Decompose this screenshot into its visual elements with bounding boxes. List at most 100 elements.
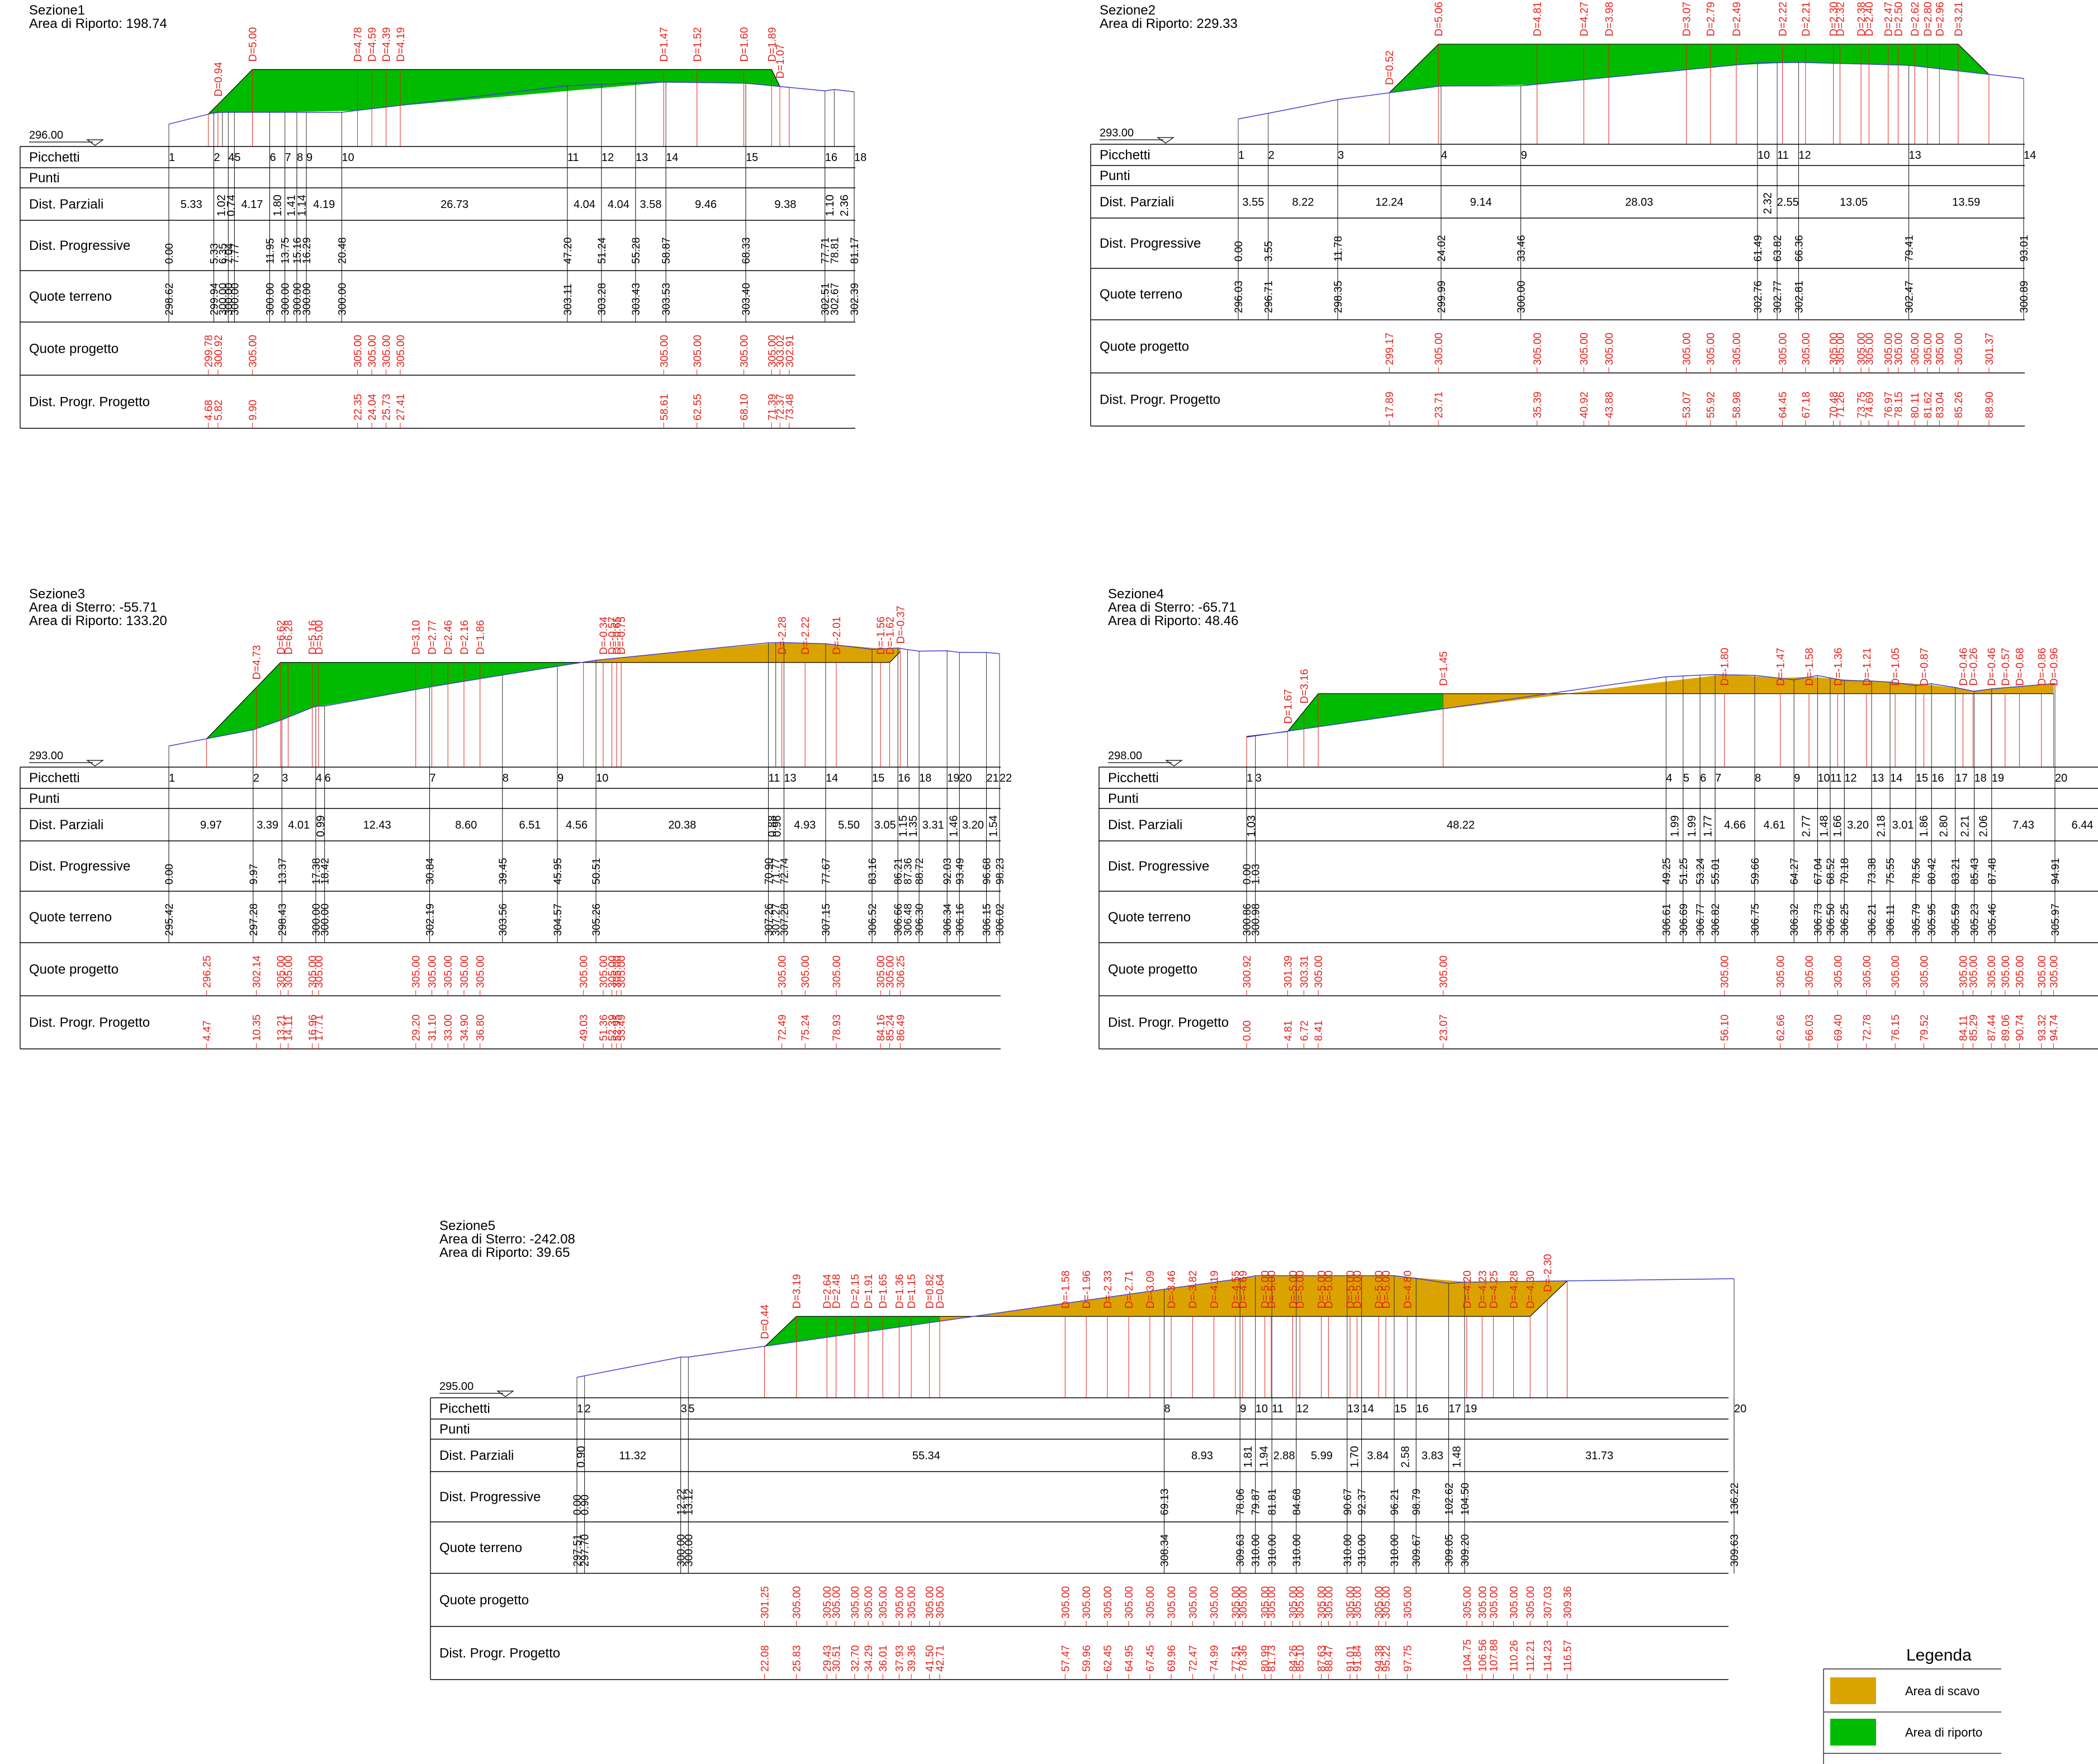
dist-progr-progetto: 88.47 [1323,1645,1335,1672]
dist-progr-progetto: 4.47 [202,1020,214,1041]
quota-terreno: 302.81 [1793,281,1805,313]
row-label: Quote progetto [1108,962,1197,977]
quota-progetto: 305.00 [1986,956,1998,988]
datum-label: 293.00 [29,750,63,762]
dist-progressiva: 0.00 [164,864,176,885]
dist-progressiva: 55.01 [1710,858,1722,885]
delta-label: D=5.00 [248,27,259,62]
delta-label: D=-2.71 [1124,1270,1135,1308]
quota-progetto: 305.00 [1352,1586,1364,1619]
quota-terreno: 299.99 [1436,281,1448,313]
row-label: Punti [1108,791,1139,806]
row-label: Quote terreno [29,910,112,925]
quota-terreno: 306.32 [1789,904,1801,936]
earthwork-area [357,69,372,111]
picchetto-label: 14 [2024,149,2036,162]
picchetto-label: 16 [825,152,837,164]
quota-progetto: 305.00 [1266,1586,1278,1619]
dist-parziale: 1.94 [1258,1446,1270,1468]
quota-terreno: 302.39 [849,283,861,315]
quota-terreno: 298.35 [1333,281,1344,313]
dist-parziale: 5.33 [181,198,202,211]
picchetto-label: 8 [297,152,303,164]
dist-progressiva: 66.36 [1793,235,1805,262]
dist-parziale: 13.05 [1840,196,1868,209]
dist-progressiva: 12.22 [676,1488,688,1515]
quota-progetto: 305.00 [1230,1586,1242,1619]
row-label: Quote progetto [439,1593,529,1608]
picchetto-label: 3 [282,772,288,784]
dist-parziale: 4.19 [313,198,335,211]
section-title: Sezione4 [1108,587,1164,602]
dist-parziale: 1.41 [285,195,297,216]
quota-progetto: 305.00 [2048,956,2060,988]
delta-label: D=-4.19 [1209,1270,1221,1308]
dist-progr-progetto: 66.03 [1804,1014,1816,1041]
quota-progetto: 305.00 [1124,1586,1135,1619]
quota-progetto: 301.39 [1282,956,1294,988]
dist-progr-progetto: 97.75 [1402,1645,1414,1672]
quota-progetto: 305.00 [1604,333,1616,365]
dist-progr-progetto: 56.10 [1720,1014,1731,1041]
quota-terreno: 306.50 [1825,904,1837,936]
delta-label: D=4.19 [395,27,407,62]
picchetto-label: 4 [1666,772,1672,784]
earthwork-area [1805,44,1834,64]
quota-terreno: 306.02 [994,904,1006,936]
dist-progr-progetto: 51.36 [598,1014,610,1041]
quota-progetto: 305.00 [831,1586,843,1619]
delta-label: D=-0.37 [895,606,907,644]
dist-parziale: 2.80 [1938,815,1950,837]
row-label: Dist. Progr. Progetto [29,1015,150,1030]
dist-progressiva: 78.56 [1911,858,1922,885]
row-label: Dist. Progressive [1100,236,1201,251]
delta-label: D=-0.34 [598,616,610,655]
quota-progetto: 300.92 [213,335,225,367]
quota-progetto: 305.00 [1778,333,1789,365]
delta-label: D=1.15 [906,1274,918,1309]
delta-label: D=1.47 [659,27,670,62]
dist-progressiva: 0.00 [572,1495,584,1515]
dist-parziale: 7.43 [2012,819,2034,831]
delta-label: D=-0.68 [2014,648,2026,686]
earthwork-area [1537,44,1584,85]
quota-progetto: 305.00 [1060,1586,1072,1619]
picchetto-label: 11 [567,152,579,164]
quota-terreno: 305.97 [2050,904,2062,936]
dist-parziale: 9.14 [1470,196,1492,209]
dist-progr-progetto: 79.52 [1919,1014,1931,1041]
dist-progr-progetto: 29.43 [822,1645,833,1672]
picchetto-label: 19 [1992,772,2004,784]
dist-progressiva: 61.49 [1753,235,1764,262]
dist-progressiva: 50.51 [591,858,603,885]
dist-parziale: 2.36 [839,195,851,216]
dist-progr-progetto: 74.69 [1864,391,1876,418]
picchetto-label: 4 [228,152,234,164]
picchetto-label: 5 [688,1403,694,1415]
quota-progetto: 305.00 [443,956,454,988]
delta-label: D=2.22 [1778,2,1789,36]
dist-parziale: 6.51 [519,819,541,831]
dist-progressiva: 98.79 [1411,1488,1423,1515]
legend-title: Legenda [1906,1646,1972,1664]
dist-progr-progetto: 16.96 [307,1014,319,1041]
dist-progr-progetto: 83.04 [1934,391,1946,418]
datum-marker-icon [1165,760,1183,767]
dist-parziale: 11.32 [619,1450,646,1462]
quota-progetto: 305.00 [1922,333,1934,365]
dist-progressiva: 104.50 [1460,1483,1471,1515]
dist-progr-progetto: 55.92 [1706,391,1717,418]
quota-progetto: 305.00 [607,956,619,988]
quota-terreno: 305.26 [591,904,603,936]
dist-progr-progetto: 62.55 [692,394,704,420]
quota-terreno: 305.59 [1950,904,1962,936]
quota-terreno: 307.26 [764,904,775,936]
quota-terreno: 307.27 [771,904,783,936]
section-area-label: Area di Sterro: -55.71 [29,600,157,615]
delta-label: D=-5.00 [1345,1270,1357,1308]
delta-label: D=2.48 [831,1274,843,1309]
delta-label: D=2.77 [427,620,438,655]
quota-terreno: 309.05 [1443,1534,1455,1567]
quota-terreno: 300.00 [264,283,276,315]
dist-progr-progetto: 40.92 [1579,391,1590,418]
